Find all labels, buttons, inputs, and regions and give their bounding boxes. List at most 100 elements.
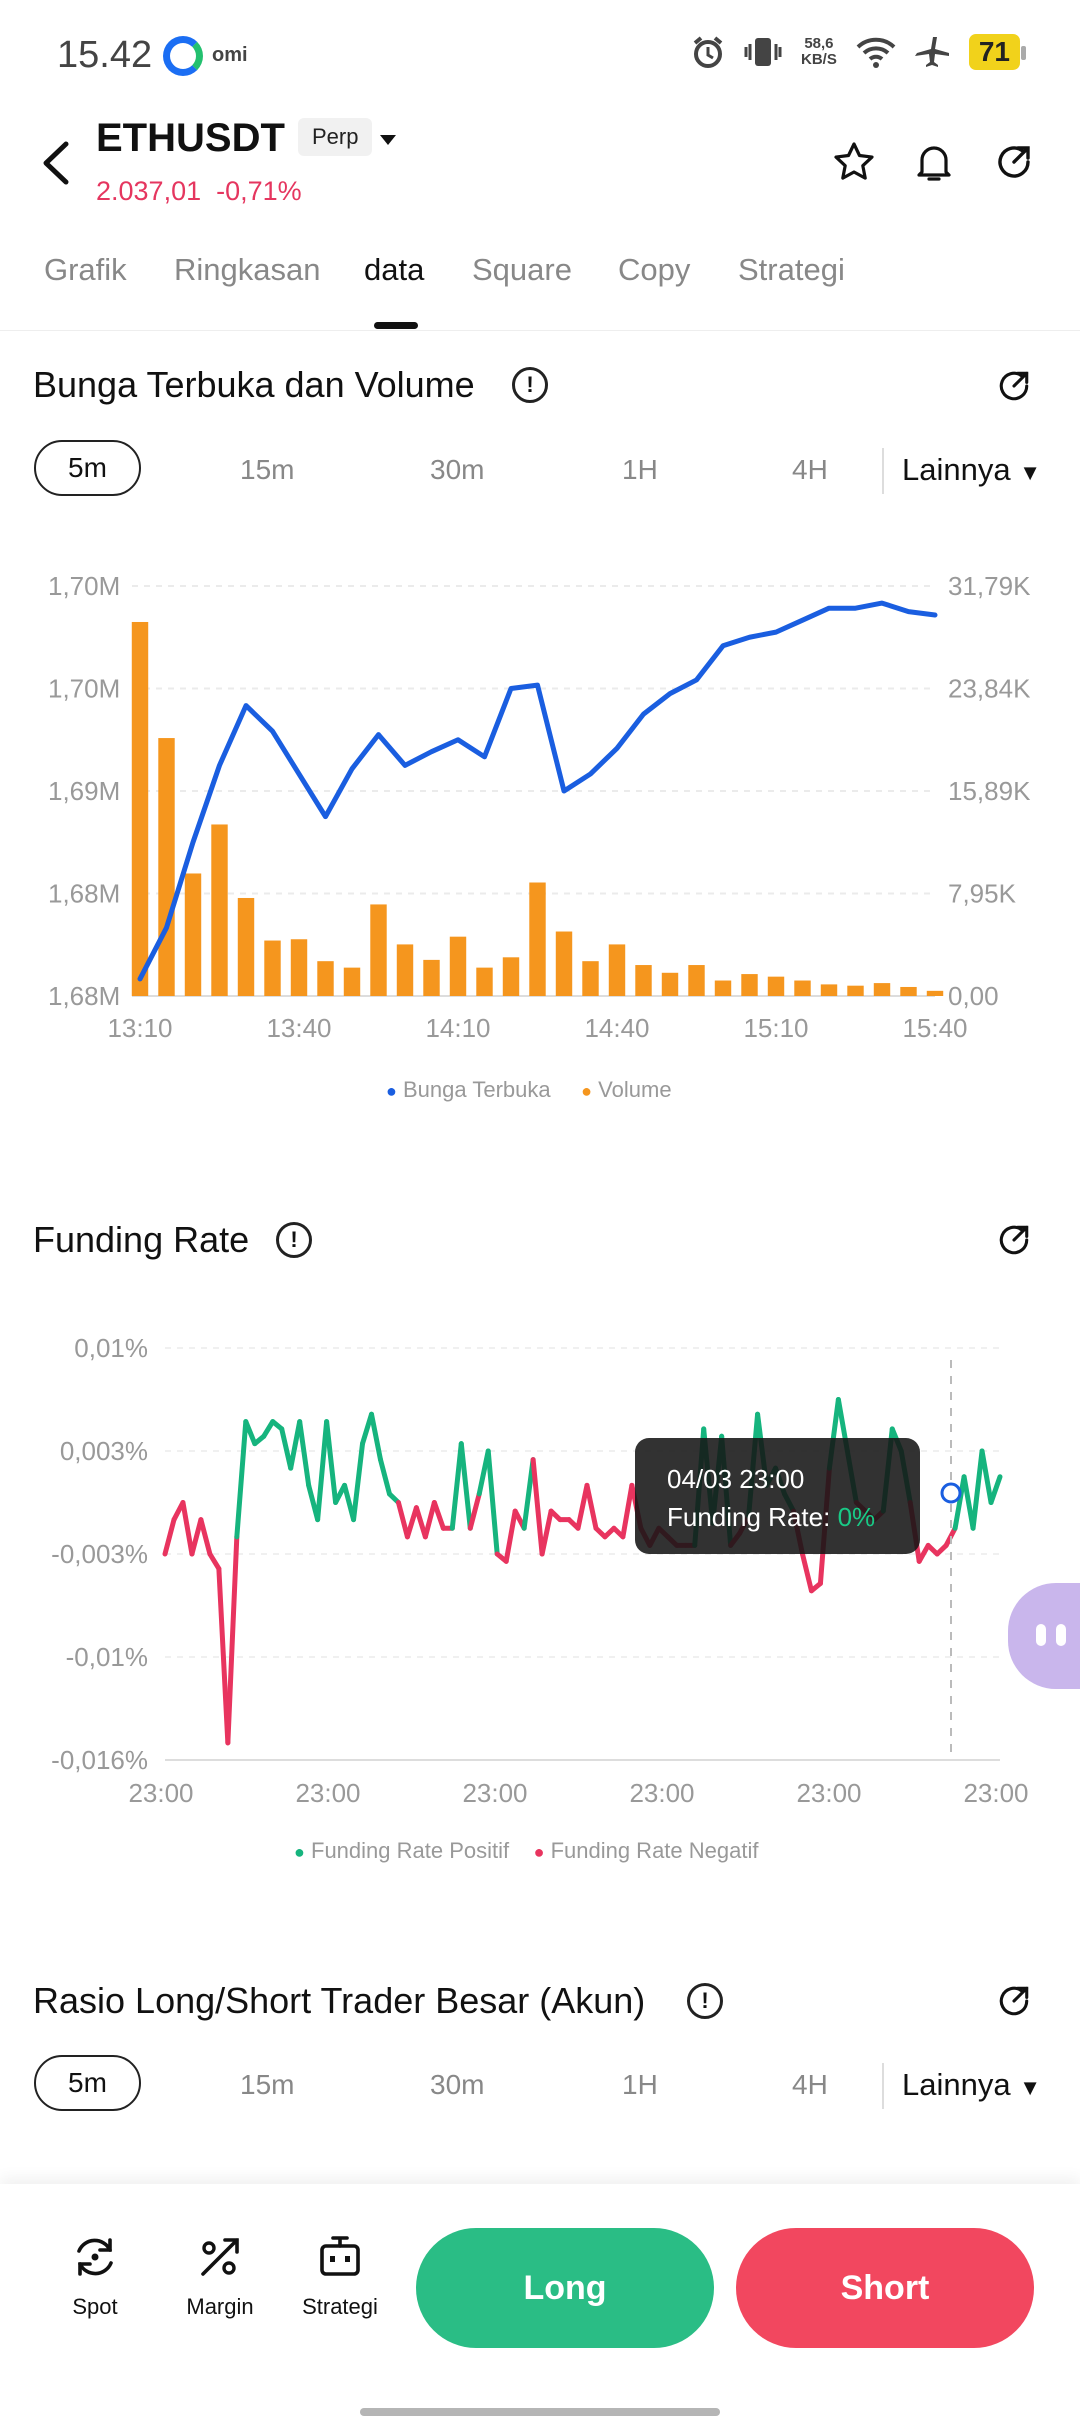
y-tick: -0,016% <box>51 1745 148 1775</box>
tab-strategi[interactable]: Strategi <box>738 252 845 287</box>
tab-square[interactable]: Square <box>472 252 572 287</box>
back-arrow-icon[interactable] <box>38 138 74 188</box>
more-periods-dropdown[interactable]: Lainnya ▼ <box>902 452 1041 488</box>
tab-copy[interactable]: Copy <box>618 252 691 287</box>
oi-volume-chart[interactable]: 1,70M 31,79K 1,70M 23,84K 1,69M 15,89K 1,68M 7,… <box>0 560 1080 1060</box>
tab-data[interactable]: data <box>364 252 425 287</box>
nav-margin-label: Margin <box>186 2294 254 2319</box>
period-1h[interactable]: 1H <box>622 454 658 485</box>
period-15m[interactable]: 15m <box>240 454 295 485</box>
nav-margin[interactable]: Margin <box>180 2232 260 2320</box>
y-left-tick: 1,70M <box>48 571 120 601</box>
volume-bar <box>582 961 599 996</box>
funding-rate-segment <box>530 1457 545 1557</box>
floating-assistant-button[interactable] <box>1008 1583 1080 1689</box>
volume-bar <box>158 738 175 996</box>
caret-down-icon: ▼ <box>1019 2075 1041 2100</box>
volume-bar <box>396 944 414 996</box>
ls-section-title: Rasio Long/Short Trader Besar (Akun) <box>33 1980 646 2021</box>
volume-bar <box>317 961 334 996</box>
status-icons: 58,6 KB/S 71 <box>691 34 1027 70</box>
expand-icon[interactable] <box>994 366 1034 406</box>
star-icon[interactable] <box>832 140 876 184</box>
period-5m[interactable]: 5m <box>34 440 141 496</box>
volume-bar <box>237 897 255 996</box>
period-4h[interactable]: 4H <box>792 454 828 485</box>
price-line: 2.037,01 -0,71% <box>96 176 302 207</box>
x-tick: 15:10 <box>743 1013 808 1043</box>
more-periods-label: Lainnya <box>902 2067 1011 2102</box>
funding-rate-segment <box>225 1534 240 1746</box>
period-5m[interactable]: 5m <box>34 2055 141 2111</box>
funding-rate-segment <box>575 1482 590 1531</box>
legend-dot-negative: ● <box>533 1842 545 1862</box>
tooltip-value-row: Funding Rate: 0% <box>667 1498 920 1536</box>
network-speed: 58,6 KB/S <box>801 36 837 68</box>
caret-down-icon[interactable] <box>378 133 398 147</box>
funding-rate-segment <box>521 1457 536 1531</box>
volume-bar <box>847 985 864 996</box>
legend-negative-label: Funding Rate Negatif <box>550 1838 759 1863</box>
funding-rate-chart[interactable]: 0,01%0,003%-0,003%-0,01%-0,016%23:00 23:0… <box>0 1320 1080 1820</box>
funding-rate-segment <box>207 1551 222 1572</box>
info-icon[interactable]: ! <box>687 1983 723 2019</box>
x-tick: 23:00 <box>629 1778 694 1808</box>
symbol-title[interactable]: ETHUSDT <box>96 116 285 160</box>
expand-icon[interactable] <box>994 1220 1034 1260</box>
period-30m[interactable]: 30m <box>430 454 485 485</box>
legend-dot-volume: ● <box>581 1081 593 1101</box>
long-button[interactable]: Long <box>416 2228 714 2348</box>
period-1h[interactable]: 1H <box>622 2069 658 2100</box>
funding-rate-segment <box>539 1508 554 1557</box>
nav-strategi[interactable]: Strategi <box>298 2232 382 2320</box>
period-15m[interactable]: 15m <box>240 2069 295 2100</box>
tab-grafik[interactable]: Grafik <box>44 252 127 287</box>
x-tick: 23:00 <box>796 1778 861 1808</box>
y-right-tick: 0,00 <box>948 981 999 1011</box>
netspeed-unit: KB/S <box>801 51 837 68</box>
tab-ringkasan[interactable]: Ringkasan <box>174 252 321 287</box>
y-tick: 0,01% <box>74 1333 148 1363</box>
funding-rate-segment <box>970 1448 985 1531</box>
price-change: -0,71% <box>216 176 302 206</box>
nav-spot[interactable]: Spot <box>62 2232 128 2320</box>
funding-rate-segment <box>351 1441 366 1523</box>
y-right-tick: 31,79K <box>948 571 1031 601</box>
legend-oi-label: Bunga Terbuka <box>403 1077 551 1102</box>
contract-type-badge[interactable]: Perp <box>298 118 373 156</box>
volume-bar <box>794 980 811 996</box>
funding-rate-segment <box>261 1419 276 1439</box>
funding-rate-segment <box>916 1542 931 1564</box>
funding-rate-segment <box>395 1500 410 1540</box>
x-tick: 13:40 <box>266 1013 331 1043</box>
legend-dot-positive: ● <box>294 1842 305 1862</box>
volume-bar <box>449 936 467 996</box>
share-icon[interactable] <box>992 140 1036 184</box>
period-4h[interactable]: 4H <box>792 2069 828 2100</box>
info-icon[interactable]: ! <box>276 1222 312 1258</box>
x-tick: 23:00 <box>963 1778 1028 1808</box>
funding-rate-segment <box>243 1419 258 1447</box>
expand-icon[interactable] <box>994 1981 1034 2021</box>
volume-bar <box>290 939 308 996</box>
x-tick: 23:00 <box>128 1778 193 1808</box>
short-button[interactable]: Short <box>736 2228 1034 2348</box>
legend-dot-oi: ● <box>386 1081 397 1101</box>
period-divider <box>882 2063 884 2109</box>
period-30m[interactable]: 30m <box>430 2069 485 2100</box>
nav-spot-label: Spot <box>72 2294 118 2319</box>
funding-rate-segment <box>162 1517 177 1557</box>
funding-rate-segment <box>485 1448 500 1557</box>
funding-rate-segment <box>458 1441 473 1531</box>
funding-rate-segment <box>413 1505 428 1540</box>
home-indicator[interactable] <box>360 2408 720 2416</box>
info-icon[interactable]: ! <box>512 367 548 403</box>
volume-bar <box>211 824 228 996</box>
more-periods-dropdown[interactable]: Lainnya ▼ <box>902 2067 1041 2103</box>
funding-rate-segment <box>180 1500 195 1557</box>
caret-down-icon: ▼ <box>1019 460 1041 485</box>
volume-bar <box>688 965 705 996</box>
funding-rate-segment <box>952 1474 967 1531</box>
bell-icon[interactable] <box>912 140 956 184</box>
status-time: 15.42 <box>57 34 153 76</box>
